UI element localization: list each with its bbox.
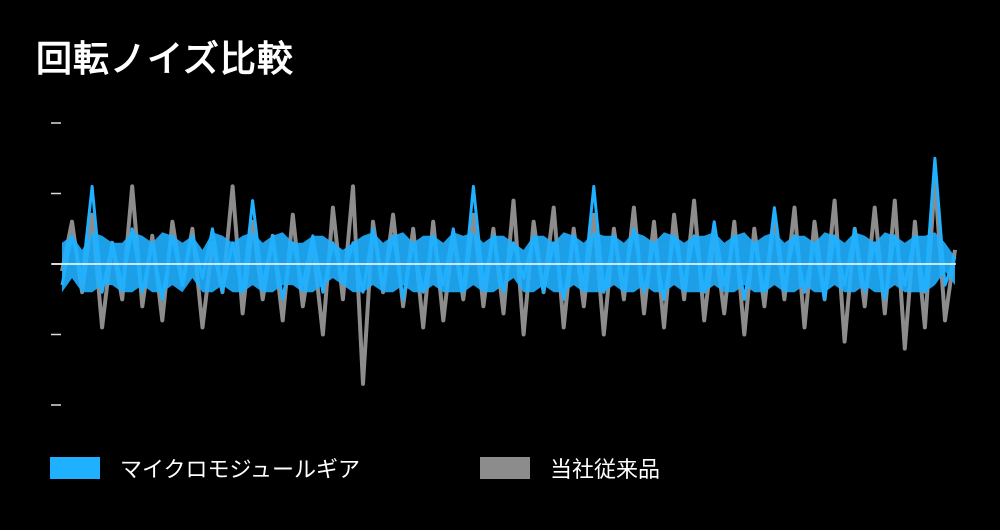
legend-label: マイクロモジュールギア bbox=[120, 458, 361, 483]
series-micro-module-gear-band bbox=[62, 232, 955, 293]
legend-item-conventional: 当社従来品 bbox=[480, 452, 660, 484]
legend-swatch-gray bbox=[480, 457, 530, 479]
legend-item-micro-module-gear: マイクロモジュールギア bbox=[50, 452, 360, 484]
chart-title: 回転ノイズ比較 bbox=[36, 39, 294, 80]
legend-label: 当社従来品 bbox=[550, 458, 661, 483]
legend-swatch-blue bbox=[50, 457, 100, 479]
